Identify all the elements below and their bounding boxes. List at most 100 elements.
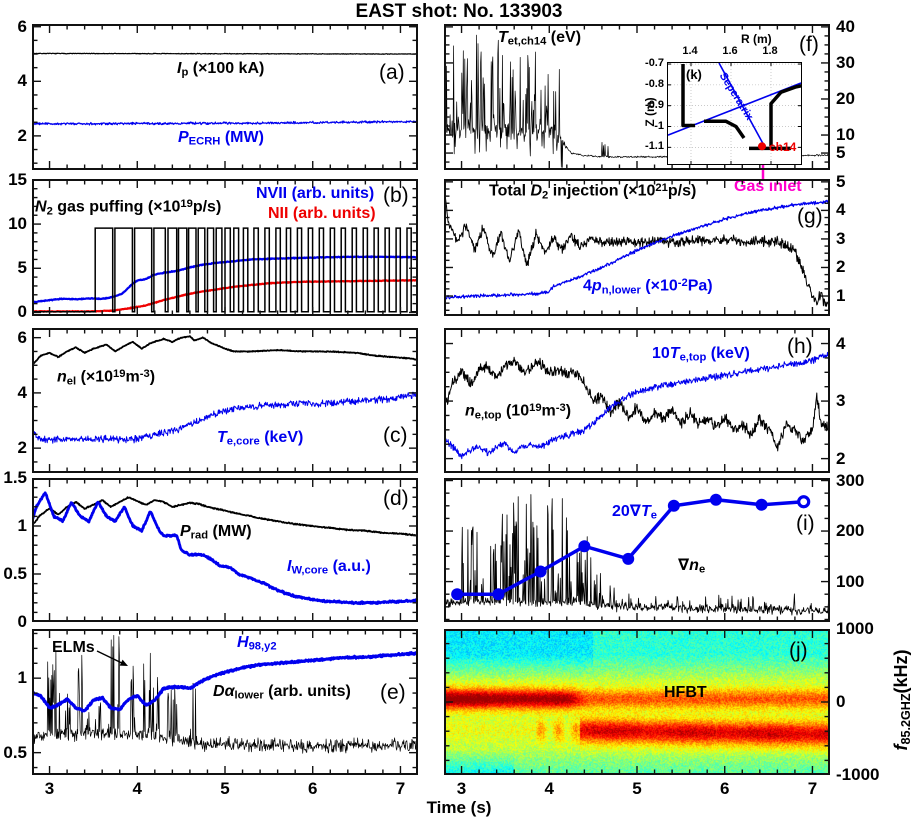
inset-rtick-label: 1.8 [762,45,778,57]
vessel-wall [769,84,802,147]
label-part: (10 [501,402,530,420]
label-part: 19 [113,368,126,380]
marker-point [622,552,635,565]
plot-label: N2 gas puffing (×1019p/s) [35,198,221,218]
series-group [445,191,829,307]
freq-axis-label: f85.2GHZ(kHz) [891,649,913,750]
panel-border [444,478,830,622]
label-part: n,lower [601,284,641,297]
ytick-label: 2 [17,125,27,145]
xtick-label: 3 [456,779,467,798]
label-part: I [177,60,182,77]
panel-tag-g: (g) [797,205,823,228]
plot-j [444,629,830,775]
label-part: m [541,402,556,420]
plot-e [32,629,418,775]
ytick-label: 1.5 [3,468,27,487]
label-part: NVII (arb. units) [256,185,375,202]
plot-label: 10Te,top (keV) [652,345,750,364]
plot-c [32,328,418,473]
inset-ticks [668,63,801,164]
label-part: T [498,29,508,46]
ytick-label: 200 [836,521,865,541]
label-part: D [530,182,543,200]
label-part: (×100 kA) [188,60,265,77]
plot-h [444,328,830,473]
label-part: 4 [583,277,592,295]
series-ne_top [445,356,829,452]
series-Dalpha_lower [33,634,417,754]
label-part: Total [489,182,531,200]
label-part: injection (×10 [548,182,656,200]
ytick-label: 1 [17,668,27,688]
marker-point [755,498,768,511]
marker-point [534,565,547,578]
ytick-label: 5 [836,171,846,191]
xtick-label: 5 [632,779,642,798]
ytick-label: 1 [836,286,846,306]
label-part: ) [565,402,572,420]
label-part: gas puffing (×10 [52,198,181,216]
ytick-label: 4 [17,382,27,402]
inset-rtick-label: 1.4 [682,45,698,57]
panel-b [32,179,418,316]
tick-marks [34,631,416,773]
ytick-label: 4 [836,333,846,353]
ch14-point [758,142,766,151]
plot-d [32,478,418,622]
plot-label: H98,y2 [237,634,277,653]
label-part: 20 [612,503,630,520]
label-part: α [224,683,235,700]
label-part: n [689,557,699,574]
label-part: 2 [46,205,53,218]
label-part: -3 [555,402,566,414]
panel-tag-c: (c) [383,424,408,447]
ytick-label: 0 [836,692,846,711]
panel-i [444,478,830,622]
series-group [33,335,417,444]
panel-tag-h: (h) [787,335,813,358]
vessel-wall [704,119,746,139]
panel-border [32,478,418,622]
inset-rtick-label: 1.6 [722,45,738,57]
label-part: H [237,634,249,651]
plot-a [32,24,418,170]
tick-marks [34,181,416,314]
label-part: (MW) [220,129,264,146]
inset-ztick-label: -0.9 [645,98,664,111]
ytick-label: 100 [836,571,865,591]
plot-label: ELMs [52,639,95,657]
panel-tag-j: (j) [789,639,808,662]
panel-tag-i: (i) [796,512,815,535]
ytick-label: 5 [17,258,27,278]
xtick-label: 6 [307,779,318,798]
label-part: (keV) [259,429,304,446]
ytick-label: 0.5 [3,742,27,762]
series-pn_lower [445,199,829,300]
tick-marks [446,631,828,773]
series-group [445,493,829,616]
plot-label: ne,top (1019m-3) [465,402,572,422]
plot-label: nel (×1019m-3) [57,368,155,388]
panel-border [444,179,830,316]
ytick-label: 6 [17,327,27,347]
ytick-label: 20 [836,88,855,108]
label-part: (MW) [208,523,252,540]
series-group [33,491,417,606]
label-part: 98,y2 [248,640,277,653]
ytick-label: 6 [17,16,27,36]
panel-g [444,179,830,316]
series-N2_pulses [33,227,417,313]
label-part: P [178,129,189,146]
tick-marks [446,181,828,314]
series-group [33,634,417,754]
marker-point [578,540,591,553]
label-part: 19 [180,198,193,210]
label-part: 85.2GHZ [899,693,914,745]
label-part: el [66,375,77,388]
panel-border [32,24,418,170]
tick-marks [446,330,828,471]
ytick-label: -1000 [836,765,880,784]
panel-e [32,629,418,775]
